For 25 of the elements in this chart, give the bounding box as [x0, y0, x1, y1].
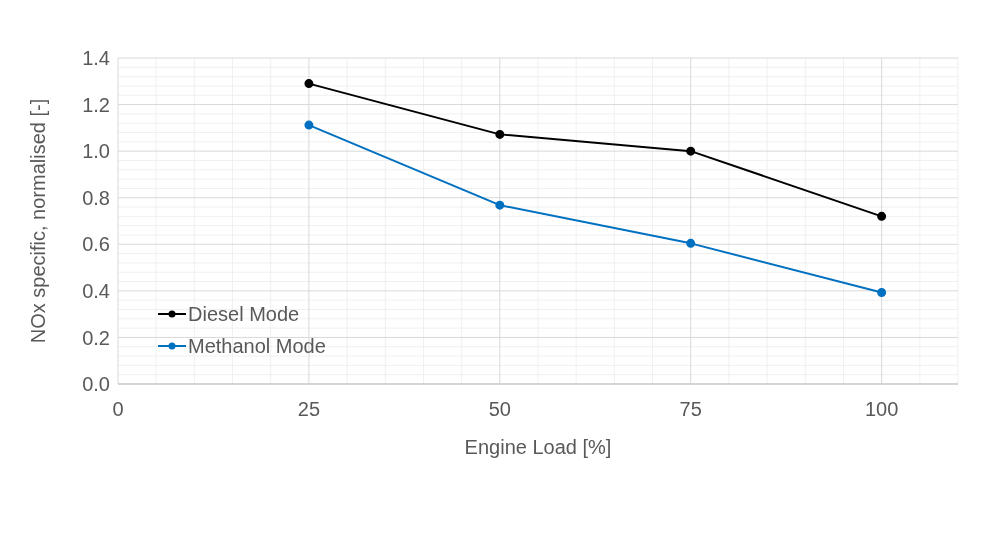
point: [686, 238, 696, 248]
point: [304, 79, 314, 89]
x-tick-label: 100: [864, 398, 899, 421]
y-tick-label: 1.0: [82, 140, 110, 163]
x-tick-label: 0: [112, 398, 124, 421]
y-tick-label: 0.4: [82, 279, 110, 302]
point: [877, 287, 887, 297]
x-tick-label: 50: [488, 398, 511, 421]
y-tick-label: 0.0: [82, 373, 110, 396]
y-tick-label: 1.4: [82, 47, 110, 70]
point: [304, 120, 314, 130]
legend-label: Diesel Mode: [188, 302, 300, 326]
y-tick-label: 1.2: [82, 93, 110, 116]
point: [686, 146, 696, 156]
point: [877, 211, 887, 221]
y-tick-label: 0.2: [82, 326, 110, 349]
y-tick-label: 0.6: [82, 233, 110, 256]
point: [495, 129, 505, 139]
point: [495, 200, 505, 210]
legend-label: Methanol Mode: [188, 334, 326, 358]
y-axis-title: NOx specific, normalised [-]: [27, 98, 50, 344]
x-tick-label: 25: [297, 398, 321, 421]
x-tick-label: 75: [679, 398, 702, 421]
x-axis-title: Engine Load [%]: [464, 436, 612, 458]
y-tick-label: 0.8: [82, 186, 110, 209]
